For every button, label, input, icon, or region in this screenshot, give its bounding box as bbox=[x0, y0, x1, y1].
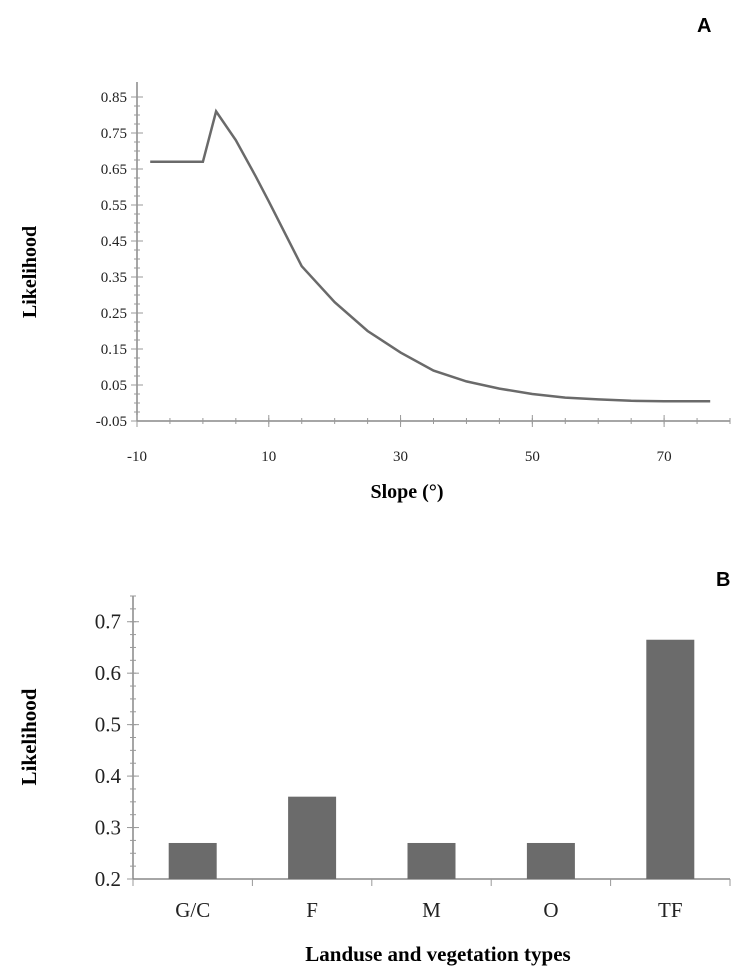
panel-b-x-tick-label: G/C bbox=[175, 898, 210, 922]
panel-a-y-tick-label: 0.35 bbox=[101, 270, 127, 286]
panel-b-y-axis: 0.2 0.3 0.4 0.5 0.6 0.7 bbox=[95, 595, 139, 891]
panel-b-bar-chart: B 0.2 0.3 0.4 0.5 0.6 0.7 G/C F M O TF Landuse an… bbox=[17, 569, 731, 966]
panel-b-bar bbox=[646, 639, 695, 879]
panel-b-x-tick-label: F bbox=[306, 898, 318, 922]
panel-a-y-tick-label: -0.05 bbox=[96, 414, 127, 430]
panel-b-x-tick-label: TF bbox=[658, 898, 683, 922]
panel-a-y-tick-label: 0.65 bbox=[101, 162, 127, 178]
panel-b-y-tick-label: 0.4 bbox=[95, 764, 122, 788]
panel-b-y-tick-label: 0.2 bbox=[95, 867, 121, 891]
panel-b-x-tick-label: O bbox=[543, 898, 558, 922]
panel-b-y-tick-label: 0.5 bbox=[95, 713, 121, 737]
panel-a-y-tick-label: 0.85 bbox=[101, 90, 127, 106]
panel-b-bar bbox=[407, 842, 456, 879]
panel-a-line-chart: A -0.05 0.05 0.15 0.25 0.35 0.45 0.55 0.65 0.75 0… bbox=[19, 15, 731, 503]
panel-a-y-tick-label: 0.45 bbox=[101, 234, 127, 250]
panel-a-x-tick-label: 10 bbox=[261, 449, 276, 465]
panel-a-x-tick-label: 30 bbox=[393, 449, 408, 465]
panel-a-series bbox=[150, 108, 711, 403]
panel-a-y-axis: -0.05 0.05 0.15 0.25 0.35 0.45 0.55 0.65 0.75 0.8… bbox=[96, 82, 143, 430]
panel-a-y-axis-title: Likelihood bbox=[19, 226, 41, 318]
panel-b-x-axis: G/C F M O TF bbox=[132, 878, 731, 922]
panel-b-label: B bbox=[716, 569, 730, 591]
panel-b-bar bbox=[168, 842, 217, 879]
panel-b-x-axis-title: Landuse and vegetation types bbox=[305, 942, 570, 966]
panel-a-label: A bbox=[697, 15, 711, 37]
panel-a-y-tick-label: 0.05 bbox=[101, 378, 127, 394]
panel-b-x-tick-label: M bbox=[422, 898, 441, 922]
panel-a-x-tick-label: -10 bbox=[127, 449, 147, 465]
panel-a-x-tick-label: 50 bbox=[525, 449, 540, 465]
panel-a-y-tick-label: 0.75 bbox=[101, 126, 127, 142]
panel-b-y-axis-title: Likelihood bbox=[17, 688, 41, 785]
panel-a-likelihood-line bbox=[150, 108, 711, 403]
panel-a-x-tick-label: 70 bbox=[657, 449, 672, 465]
panel-b-y-tick-label: 0.3 bbox=[95, 816, 121, 840]
panel-b-bar bbox=[288, 796, 337, 879]
panel-a-y-tick-label: 0.25 bbox=[101, 306, 127, 322]
panel-b-y-tick-label: 0.6 bbox=[95, 661, 121, 685]
panel-a-x-axis: -10 10 30 50 70 bbox=[127, 415, 731, 465]
panel-b-y-tick-label: 0.7 bbox=[95, 610, 121, 634]
panel-a-x-axis-title: Slope (°) bbox=[371, 481, 444, 503]
panel-b-bar bbox=[526, 842, 575, 879]
panel-b-bars bbox=[168, 639, 695, 879]
panel-a-y-tick-label: 0.55 bbox=[101, 198, 127, 214]
panel-a-y-tick-label: 0.15 bbox=[101, 342, 127, 358]
